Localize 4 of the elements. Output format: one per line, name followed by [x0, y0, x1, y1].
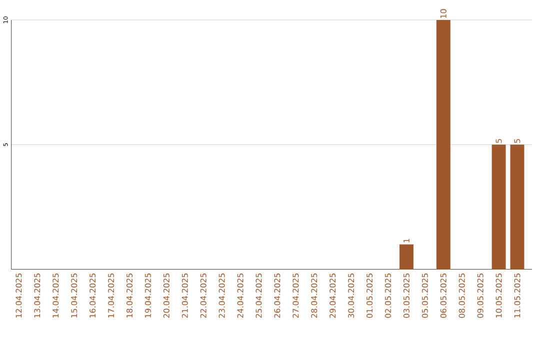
bar [399, 244, 414, 270]
bar [436, 20, 450, 270]
bar [510, 144, 524, 270]
bar [492, 144, 506, 270]
